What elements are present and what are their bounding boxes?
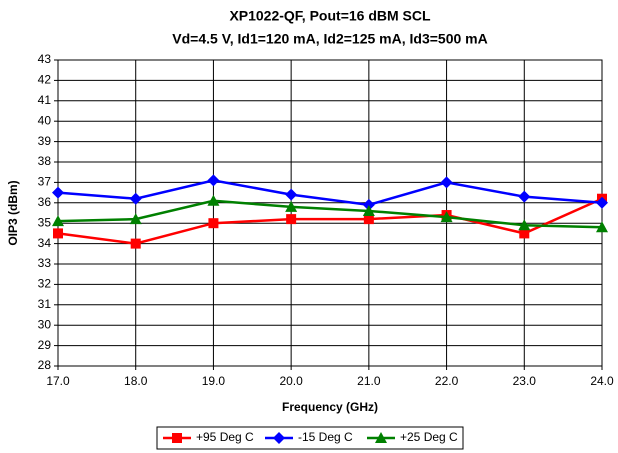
marker xyxy=(130,238,141,249)
x-tick-label: 19.0 xyxy=(202,374,226,388)
legend-label: +25 Deg C xyxy=(400,430,458,444)
y-tick-label: 29 xyxy=(38,338,52,352)
x-tick-label: 21.0 xyxy=(357,374,381,388)
marker xyxy=(286,214,297,225)
marker xyxy=(129,192,142,205)
chart-subtitle: Vd=4.5 V, Id1=120 mA, Id2=125 mA, Id3=50… xyxy=(172,31,487,47)
y-tick-label: 40 xyxy=(38,113,52,127)
series-line xyxy=(57,197,603,245)
marker xyxy=(53,228,63,239)
plot-border xyxy=(57,59,603,367)
y-tick-label: 30 xyxy=(38,317,52,331)
legend-marker xyxy=(273,432,285,444)
marker xyxy=(52,186,64,199)
y-tick-label: 36 xyxy=(38,195,52,209)
marker xyxy=(207,174,220,187)
y-tick-label: 37 xyxy=(38,175,52,189)
x-tick-label: 24.0 xyxy=(590,374,614,388)
x-tick-label: 23.0 xyxy=(513,374,537,388)
marker xyxy=(362,198,375,211)
series-line xyxy=(57,179,603,207)
y-tick-label: 31 xyxy=(38,297,52,311)
marker xyxy=(596,221,608,233)
y-tick-label: 39 xyxy=(38,134,52,148)
marker xyxy=(362,204,375,216)
marker xyxy=(440,211,453,223)
marker xyxy=(518,190,531,203)
legend-label: -15 Deg C xyxy=(298,430,353,444)
y-axis-label: OIP3 (dBm) xyxy=(6,180,20,245)
y-tick-label: 41 xyxy=(38,93,52,107)
y-tick-label: 33 xyxy=(38,256,52,270)
y-tick-label: 35 xyxy=(38,215,52,229)
x-tick-label: 22.0 xyxy=(435,374,459,388)
marker xyxy=(208,218,219,229)
x-axis-label: Frequency (GHz) xyxy=(282,400,378,414)
y-tick-label: 28 xyxy=(38,358,52,372)
x-tick-label: 17.0 xyxy=(46,374,70,388)
marker xyxy=(596,196,608,209)
legend-marker xyxy=(172,433,182,443)
legend-box xyxy=(156,426,464,450)
y-tick-label: 32 xyxy=(38,277,52,291)
y-tick-label: 43 xyxy=(38,52,52,66)
series-line xyxy=(57,199,603,229)
marker xyxy=(440,176,453,189)
y-tick-label: 38 xyxy=(38,154,52,168)
x-tick-label: 20.0 xyxy=(279,374,303,388)
x-tick-label: 18.0 xyxy=(124,374,148,388)
y-tick-label: 42 xyxy=(38,73,52,87)
marker xyxy=(52,215,64,227)
marker xyxy=(285,200,298,212)
legend-label: +95 Deg C xyxy=(196,430,254,444)
marker xyxy=(207,194,220,206)
y-tick-label: 34 xyxy=(38,236,52,250)
legend-marker xyxy=(375,432,387,443)
marker xyxy=(129,213,142,225)
marker xyxy=(363,214,374,225)
chart-title: XP1022-QF, Pout=16 dBM SCL xyxy=(229,8,431,24)
marker xyxy=(518,219,531,231)
marker xyxy=(285,188,298,201)
marker xyxy=(519,228,530,239)
